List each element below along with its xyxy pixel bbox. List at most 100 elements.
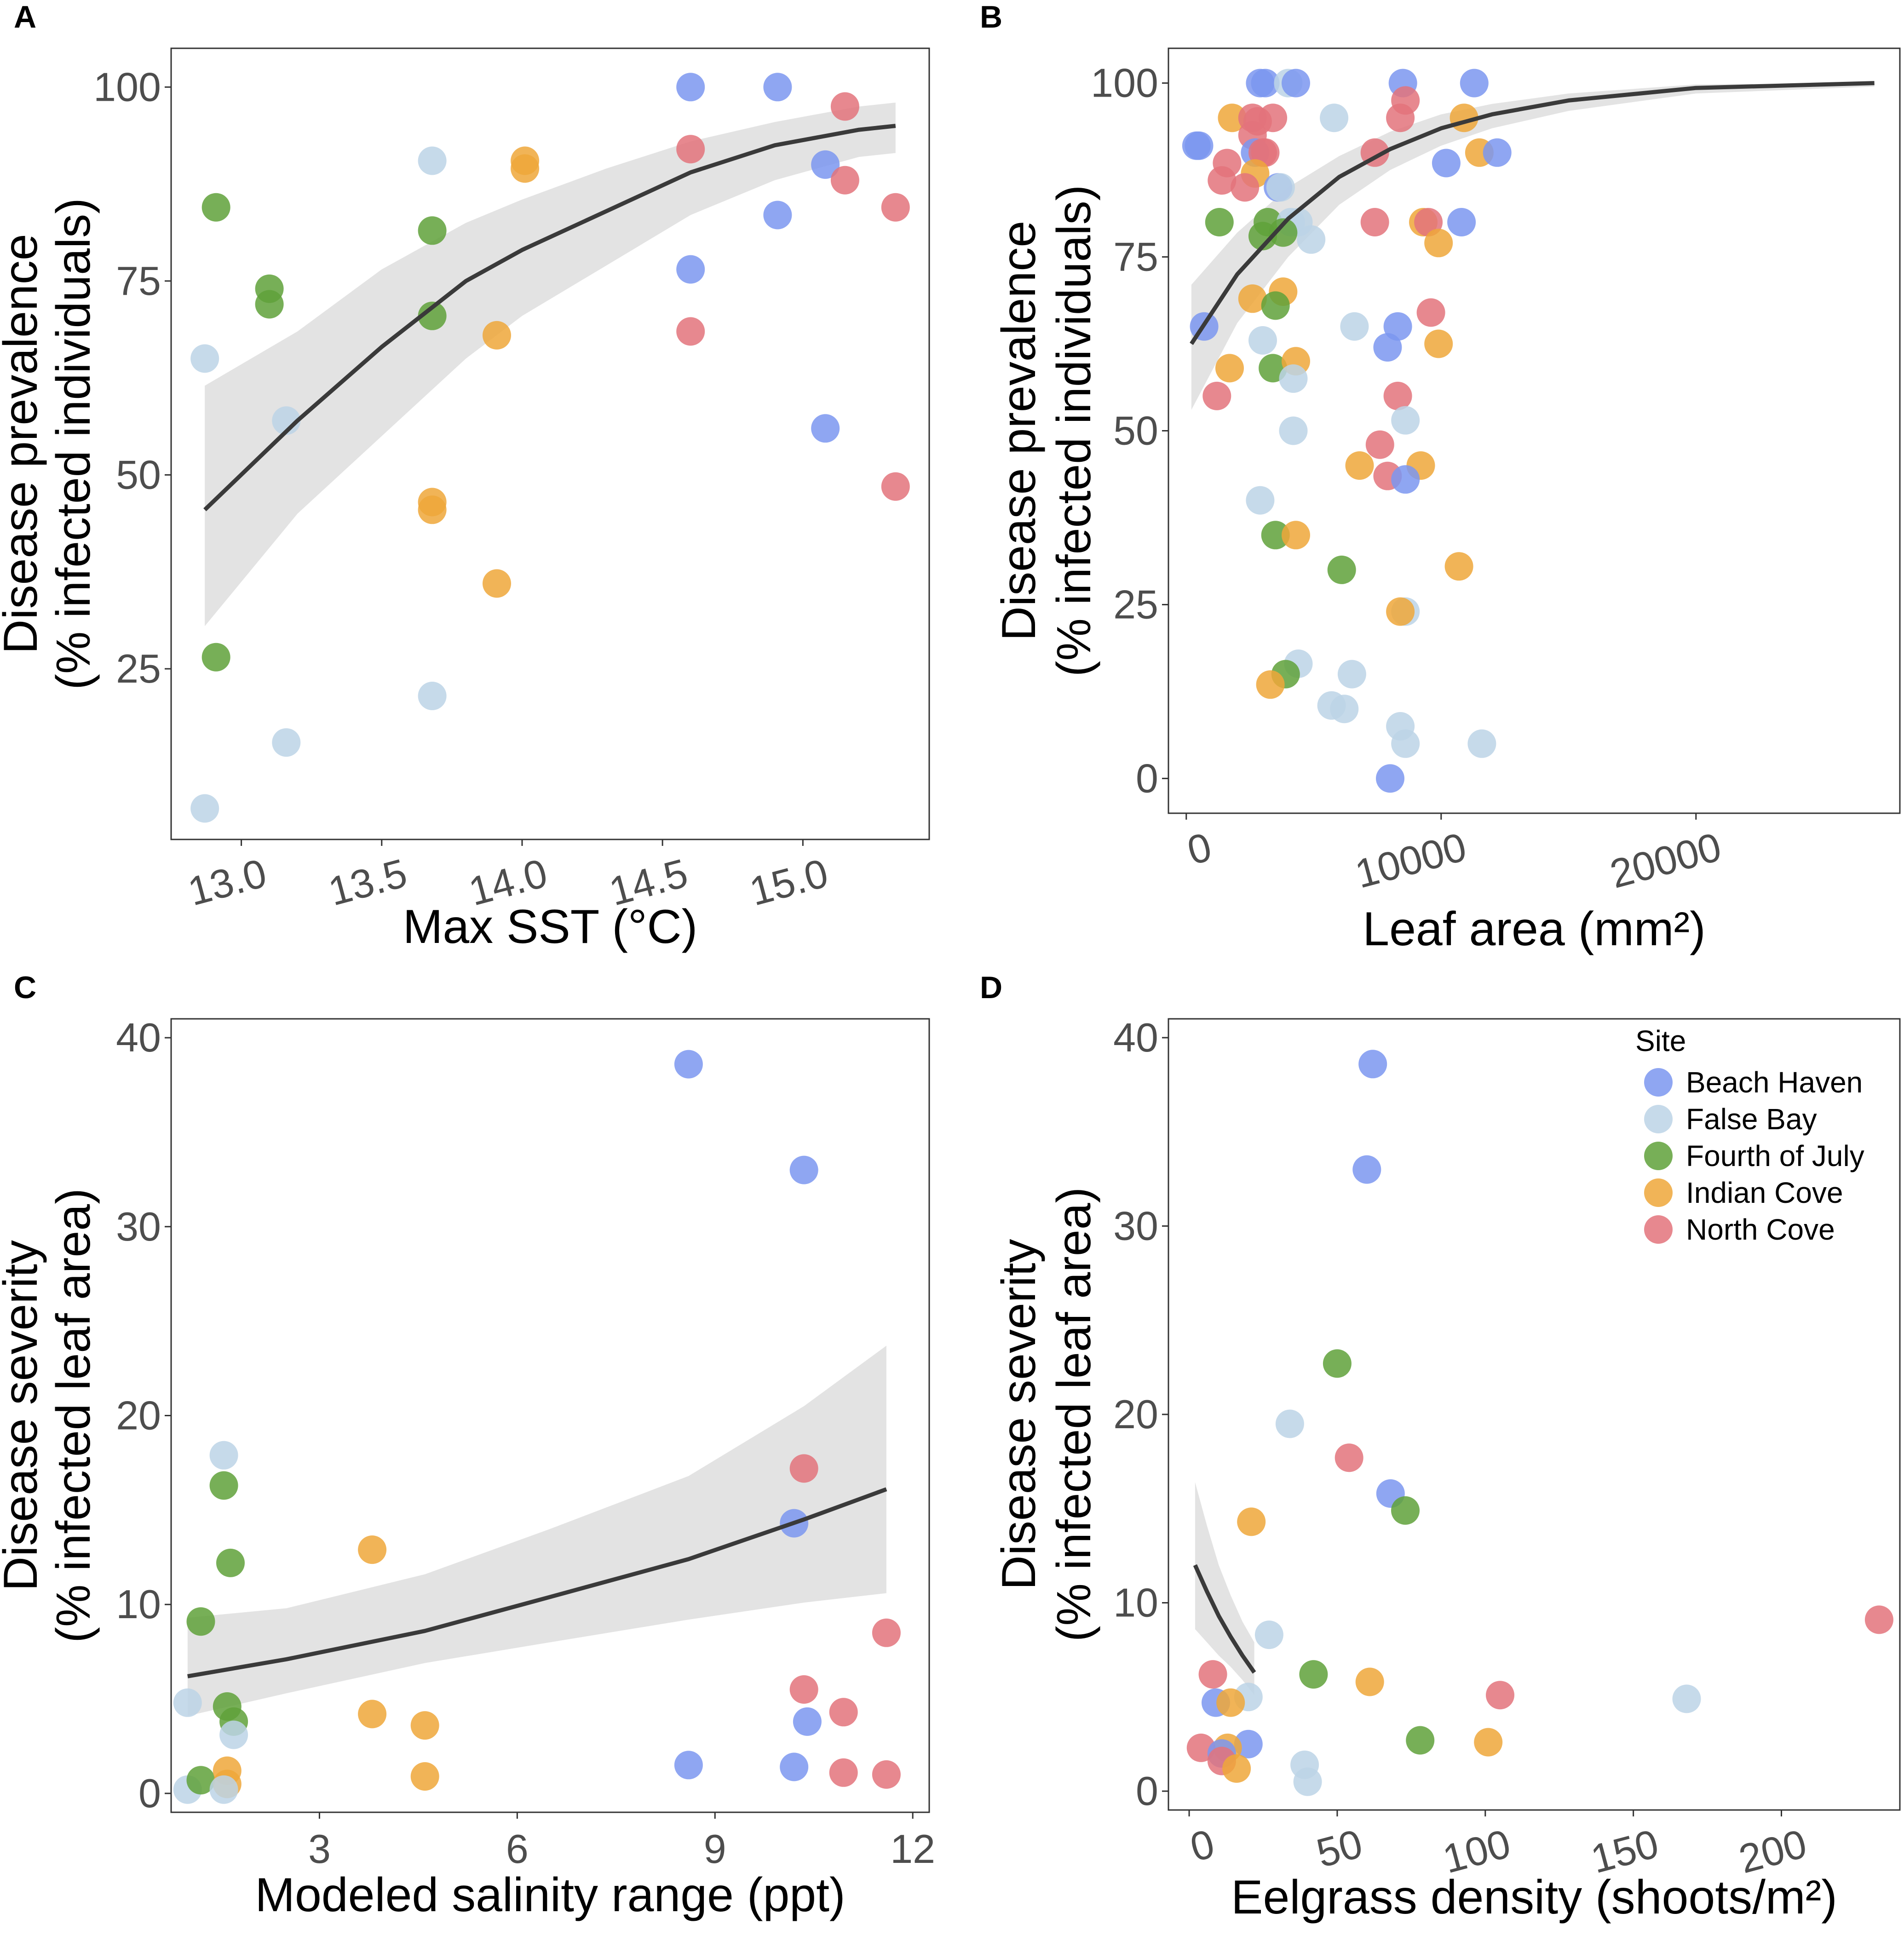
fit-line — [1193, 1564, 1256, 1674]
x-axis-title: Max SST (°C) — [403, 900, 698, 954]
y-tick-label: 75 — [1113, 234, 1158, 280]
panel-c: C 0 10 20 30 40 3 6 9 12 Modeled salinity range (p… — [0, 970, 952, 1942]
data-point — [1474, 1728, 1503, 1757]
data-point — [829, 1758, 858, 1787]
data-point — [418, 495, 447, 524]
y-tick-label: 50 — [116, 452, 161, 497]
data-point — [201, 643, 230, 672]
x-tick-label: 9 — [704, 1826, 726, 1872]
data-point — [1282, 69, 1310, 98]
data-point — [676, 73, 705, 102]
data-point — [1215, 354, 1244, 383]
data-point — [1251, 69, 1280, 98]
data-point — [358, 1700, 387, 1729]
data-point — [1345, 451, 1374, 480]
data-point — [1208, 166, 1237, 195]
data-point — [811, 150, 840, 179]
data-point — [1376, 764, 1404, 793]
fit-line — [187, 1487, 887, 1678]
data-point — [1335, 1443, 1363, 1472]
data-point — [1269, 218, 1298, 247]
x-tick-label: 12 — [890, 1826, 935, 1872]
data-point — [1373, 333, 1402, 362]
data-point — [872, 1760, 901, 1789]
y-axis-title: Disease severity — [0, 1240, 47, 1591]
y-tick-label: 50 — [1113, 408, 1158, 454]
x-tick-label: 0 — [1185, 1821, 1219, 1870]
legend-label: Fourth of July — [1686, 1139, 1864, 1172]
data-point — [881, 472, 910, 501]
data-point — [789, 1155, 818, 1184]
x-tick-label: 6 — [506, 1826, 529, 1872]
y-tick-label: 40 — [1113, 1015, 1158, 1060]
y-tick-label: 0 — [1136, 1768, 1158, 1814]
data-point — [872, 1618, 901, 1647]
data-point — [676, 317, 705, 346]
confidence-band — [205, 103, 896, 626]
data-point — [1340, 312, 1369, 341]
data-point — [881, 193, 910, 222]
confidence-band — [1195, 1482, 1254, 1695]
data-point — [186, 1607, 215, 1636]
data-point — [483, 569, 511, 598]
y-tick-label: 20 — [1113, 1391, 1158, 1437]
data-point — [1282, 521, 1310, 550]
data-point — [1297, 225, 1326, 254]
fit-line — [203, 124, 896, 511]
data-point — [1337, 660, 1366, 689]
data-point — [1327, 555, 1356, 584]
data-point — [1279, 364, 1308, 393]
data-point — [219, 1720, 248, 1749]
data-point — [763, 73, 792, 102]
legend-swatch — [1644, 1178, 1673, 1207]
data-point — [1256, 670, 1285, 699]
data-point — [201, 193, 230, 222]
data-point — [410, 1762, 439, 1791]
data-point — [1391, 1496, 1420, 1525]
data-point — [1864, 1605, 1893, 1634]
data-point — [1275, 1409, 1304, 1438]
data-point — [830, 166, 859, 195]
data-point — [483, 321, 511, 350]
data-point — [190, 794, 219, 823]
data-point — [1216, 1688, 1245, 1717]
legend-label: False Bay — [1686, 1103, 1817, 1136]
data-point — [1185, 131, 1214, 160]
y-tick-label: 0 — [138, 1770, 161, 1816]
y-axis-subtitle: (% infected individuals) — [47, 198, 100, 689]
legend-label: Beach Haven — [1686, 1066, 1863, 1099]
x-tick-label: 10000 — [1351, 824, 1471, 897]
plot-border — [1168, 47, 1901, 814]
y-tick-label: 20 — [116, 1393, 161, 1438]
data-point — [1365, 430, 1394, 459]
y-tick-label: 10 — [1113, 1580, 1158, 1626]
y-axis-title: Disease prevalence — [992, 221, 1046, 641]
data-point — [1486, 1681, 1514, 1710]
data-point — [830, 92, 859, 121]
data-point — [209, 1441, 238, 1470]
data-point — [1261, 291, 1290, 320]
data-point — [418, 682, 447, 710]
data-point — [209, 1775, 238, 1804]
data-point — [358, 1535, 387, 1564]
y-tick-label: 0 — [1136, 755, 1158, 801]
data-point — [1672, 1684, 1701, 1713]
y-axis-subtitle: (% infected individuals) — [1047, 185, 1101, 677]
data-point — [1293, 1767, 1322, 1796]
x-axis-title: Leaf area (mm²) — [1363, 902, 1706, 956]
panel-d: D 0 10 20 30 40 0 50 100 150 200 Eelgrass density (… — [952, 970, 1904, 1942]
panel-label-d: D — [980, 970, 1002, 1005]
panel-label-b: B — [980, 0, 1002, 34]
x-tick-label: 13.5 — [324, 850, 412, 914]
legend-title: Site — [1635, 1024, 1686, 1057]
x-tick-label: 3 — [308, 1826, 331, 1872]
data-point — [1424, 229, 1453, 258]
legend-swatch — [1644, 1215, 1673, 1244]
data-point — [1391, 729, 1420, 758]
data-point — [674, 1050, 703, 1079]
y-tick-label: 100 — [93, 64, 161, 109]
data-point — [674, 1751, 703, 1780]
data-point — [1237, 1507, 1266, 1536]
data-point — [1261, 521, 1290, 550]
data-point — [829, 1698, 858, 1727]
